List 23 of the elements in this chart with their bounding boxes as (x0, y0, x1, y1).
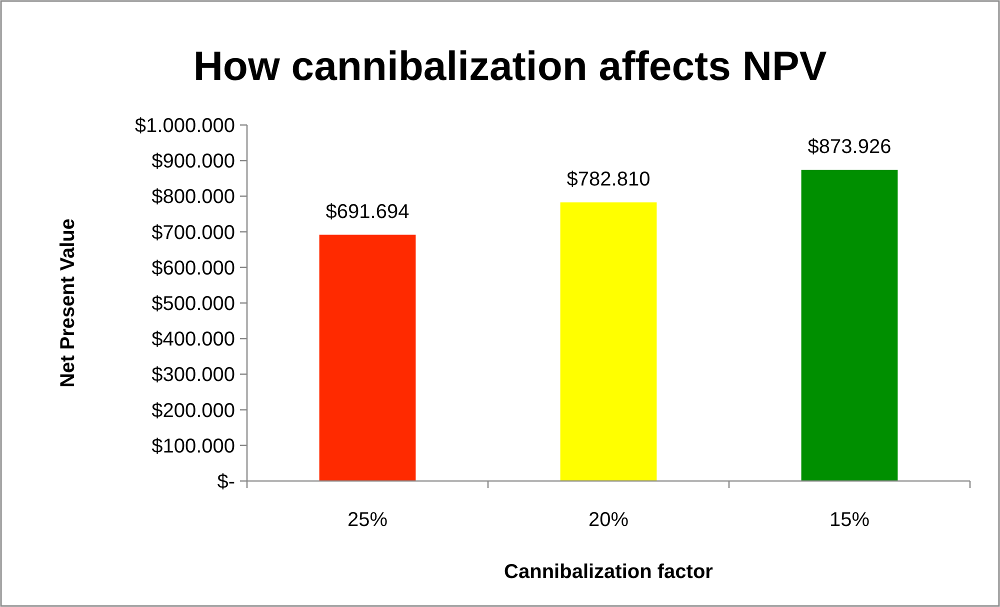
data-label: $873.926 (808, 136, 892, 158)
y-tick-label: $200.000 (152, 400, 235, 422)
x-axis-title: Cannibalization factor (504, 561, 714, 583)
data-label: $782.810 (566, 168, 650, 190)
bar (801, 170, 898, 481)
y-tick-label: $900.000 (152, 150, 235, 173)
y-tick-label: $1.000.000 (134, 115, 235, 137)
y-tick-label: $500.000 (152, 293, 235, 315)
bar (560, 202, 657, 481)
x-tick-label: 15% (829, 509, 870, 531)
y-axis-title: Net Present Value (57, 218, 79, 388)
y-tick-label: $100.000 (152, 435, 235, 458)
y-tick-label: $700.000 (152, 222, 235, 244)
x-tick-label: 25% (347, 509, 388, 531)
x-tick-label: 20% (588, 509, 629, 531)
y-tick-label: $600.000 (152, 257, 235, 280)
y-tick-label: $- (217, 471, 235, 493)
bar (319, 234, 416, 481)
y-tick-label: $800.000 (152, 186, 235, 208)
y-tick-label: $400.000 (152, 328, 235, 351)
y-tick-label: $300.000 (152, 364, 235, 386)
chart-title: How cannibalization affects NPV (193, 43, 828, 89)
data-label: $691.694 (326, 200, 410, 223)
